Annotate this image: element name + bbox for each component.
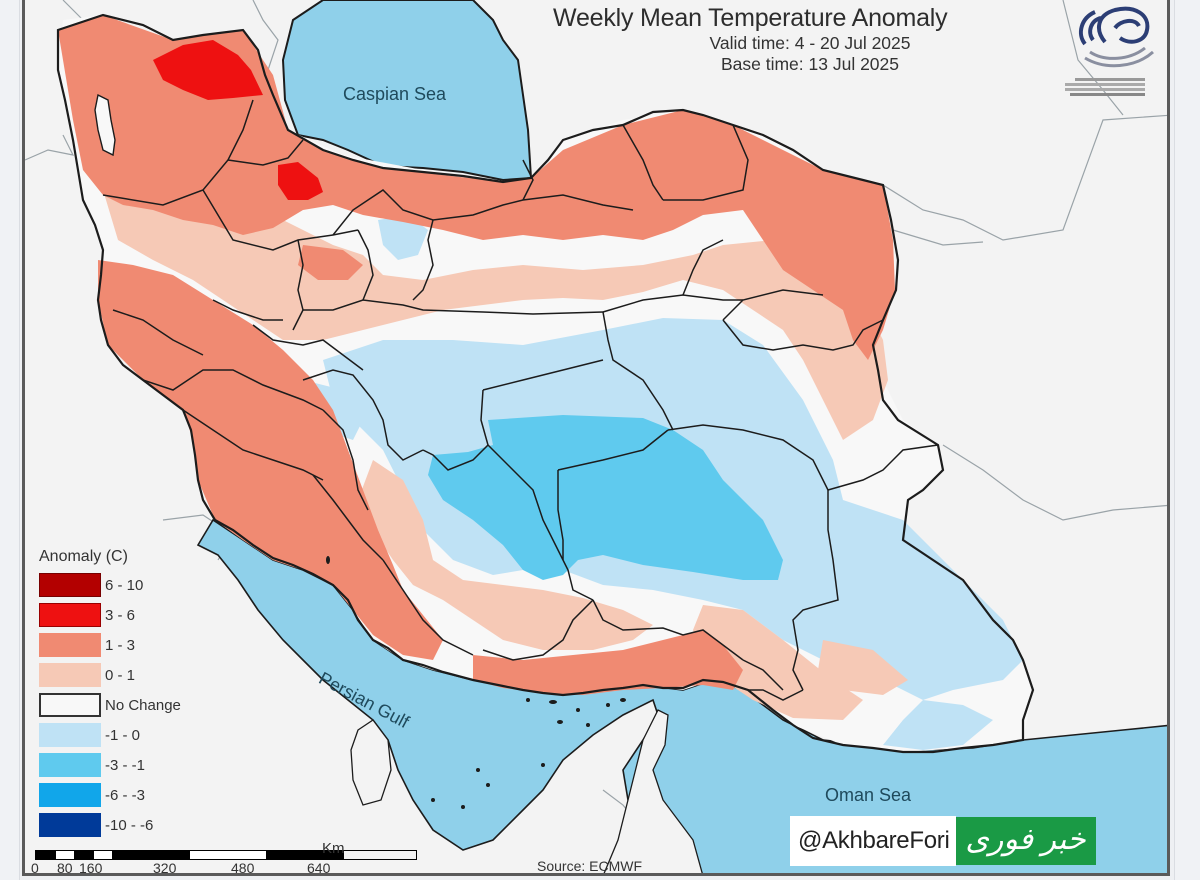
title-block: Weekly Mean Temperature Anomaly Valid ti…	[545, 4, 1105, 75]
legend: Anomaly (C) 6 - 10 3 - 6 1 - 3 0 - 1 No …	[39, 548, 239, 840]
scale-unit: Km	[322, 840, 345, 857]
legend-title: Anomaly (C)	[39, 548, 128, 565]
legend-swatch	[39, 723, 101, 747]
anomaly-map	[25, 0, 1167, 873]
legend-label: -1 - 0	[105, 726, 141, 744]
oman-sea-label: Oman Sea	[825, 785, 912, 805]
legend-item: -3 - -1	[39, 750, 239, 780]
legend-swatch	[39, 783, 101, 807]
legend-label: -3 - -1	[105, 756, 146, 774]
scale-tick: 640	[307, 860, 331, 876]
watermark-handle: @AkhbareFori	[790, 816, 956, 866]
scale-tick: 80	[57, 860, 73, 876]
legend-swatch	[39, 693, 101, 717]
legend-label: -10 - -6	[105, 816, 154, 834]
source-label: Source: ECMWF	[537, 858, 643, 874]
legend-swatch	[39, 813, 101, 837]
left-margin	[0, 0, 20, 880]
scale-tick: 160	[79, 860, 103, 876]
legend-label: 3 - 6	[105, 606, 136, 624]
legend-swatch	[39, 573, 101, 597]
legend-item: 0 - 1	[39, 660, 239, 690]
scale-bar	[35, 850, 417, 860]
agency-logo-caption	[1055, 76, 1145, 98]
caspian-sea-label: Caspian Sea	[343, 84, 447, 104]
legend-label: 0 - 1	[105, 666, 136, 684]
legend-label: 1 - 3	[105, 636, 136, 654]
base-time: Base time: 13 Jul 2025	[720, 54, 900, 74]
legend-swatch	[39, 633, 101, 657]
legend-item: No Change	[39, 690, 239, 720]
scale-tick: 0	[31, 860, 39, 876]
legend-label: No Change	[105, 696, 181, 714]
legend-swatch	[39, 663, 101, 687]
scale-ticks: 0 80 160 320 480 640	[25, 860, 445, 876]
map-panel: Caspian Sea Persian Gulf Oman Sea Weekly…	[22, 0, 1170, 876]
agency-logo-icon	[1078, 6, 1154, 68]
legend-label: -6 - -3	[105, 786, 146, 804]
legend-item: 1 - 3	[39, 630, 239, 660]
legend-item: 3 - 6	[39, 600, 239, 630]
right-margin	[1174, 0, 1200, 880]
legend-swatch	[39, 753, 101, 777]
watermark-logo: خبر فوری	[955, 817, 1096, 865]
legend-label: 6 - 10	[105, 576, 144, 594]
watermark: @AkhbareFori خبر فوری	[790, 816, 1096, 866]
legend-item: -1 - 0	[39, 720, 239, 750]
legend-item: -10 - -6	[39, 810, 239, 840]
legend-swatch	[39, 603, 101, 627]
map-title: Weekly Mean Temperature Anomaly	[553, 4, 948, 32]
scale-tick: 480	[231, 860, 255, 876]
legend-item: -6 - -3	[39, 780, 239, 810]
valid-time: Valid time: 4 - 20 Jul 2025	[709, 33, 911, 53]
legend-item: 6 - 10	[39, 570, 239, 600]
scale-tick: 320	[153, 860, 177, 876]
